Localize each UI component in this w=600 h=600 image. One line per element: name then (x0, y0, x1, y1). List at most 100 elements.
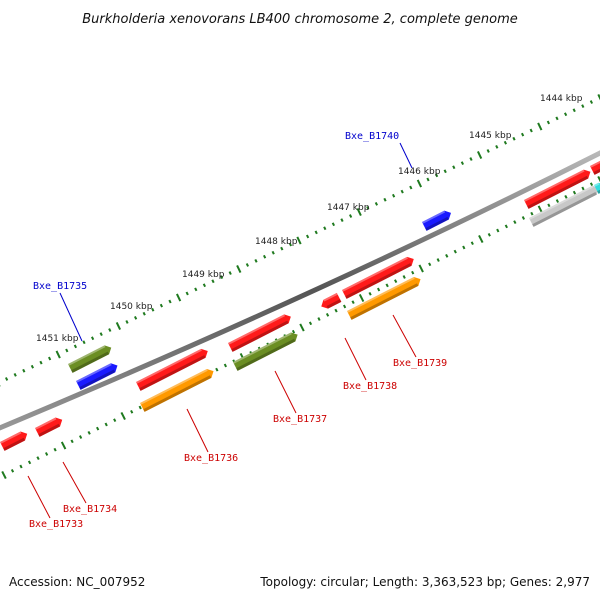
gene-feature-olive[interactable] (232, 330, 300, 371)
ruler-minor-tick (168, 299, 172, 304)
ruler-minor-tick (262, 254, 267, 259)
gene-feature-orange-shade (143, 375, 212, 412)
ruler-minor-tick (125, 320, 129, 324)
ruler-minor-tick (402, 275, 406, 279)
gene-feature-red[interactable] (228, 312, 293, 352)
gene-feature-olive-shade (236, 338, 296, 371)
ruler-labels: 1444 kbp 1445 kbp 1446 kbp 1447 kbp 1448… (36, 94, 583, 344)
gene-label-bxe-b1733[interactable]: Bxe_B1733 (29, 519, 83, 530)
genome-summary-text: Topology: circular; Length: 3,363,523 bp… (259, 575, 590, 589)
gene-feature-red[interactable] (319, 292, 342, 311)
ruler-minor-tick (317, 317, 321, 321)
ruler-minor-tick (486, 149, 490, 153)
gene-label-bxe-b1735[interactable]: Bxe_B1735 (33, 281, 87, 292)
ruler-major-tick (236, 264, 242, 274)
callout-line (59, 292, 83, 342)
ruler-minor-tick (555, 116, 559, 121)
gene-feature-red-highlight (0, 431, 22, 444)
callout-line (186, 408, 209, 453)
ruler-minor-tick (453, 249, 457, 254)
ruler-minor-tick (202, 283, 207, 288)
ruler-minor-tick (108, 328, 112, 332)
ruler-minor-tick (503, 140, 508, 145)
ruler-minor-tick (82, 340, 86, 345)
ruler-major-tick (55, 350, 61, 359)
ruler-minor-tick (504, 224, 508, 229)
ruler-minor-tick (36, 456, 40, 461)
ruler-minor-tick (426, 177, 430, 182)
ruler-minor-tick (133, 315, 138, 320)
gene-feature-gray-highlight (529, 185, 594, 220)
ruler-minor-tick (563, 112, 568, 117)
gene-feature-blue[interactable] (76, 361, 120, 390)
ruler-minor-tick (65, 348, 69, 353)
ruler-minor-tick (385, 283, 389, 288)
ruler-minor-tick (211, 279, 215, 284)
ruler-minor-tick (581, 186, 585, 191)
ruler-minor-tick (581, 104, 585, 109)
ruler-minor-tick (394, 279, 398, 284)
ruler-minor-tick (334, 308, 338, 313)
gene-feature-orange-shade (350, 283, 419, 320)
ruler-minor-tick (376, 287, 381, 292)
gene-feature-orange[interactable] (140, 367, 216, 412)
ruler-minor-tick (546, 120, 551, 125)
ruler-label: 1447 kbp (327, 203, 370, 213)
gene-label-bxe-b1739[interactable]: Bxe_B1739 (393, 358, 447, 369)
ruler-minor-tick (291, 329, 296, 334)
callout-lines (27, 142, 417, 519)
gene-feature-orange[interactable] (347, 275, 423, 320)
gene-feature-red[interactable] (524, 167, 593, 209)
ruler-minor-tick (194, 287, 198, 292)
gene-label-bxe-b1738[interactable]: Bxe_B1738 (343, 381, 397, 392)
ruler-minor-tick (138, 405, 142, 410)
gene-feature-red[interactable] (0, 429, 29, 451)
gene-feature-olive[interactable] (68, 343, 114, 373)
gene-label-bxe-b1736[interactable]: Bxe_B1736 (184, 453, 238, 464)
ruler-label: 1444 kbp (540, 94, 583, 104)
ruler-minor-tick (452, 165, 456, 170)
gene-feature-red-shade (139, 355, 206, 391)
gene-label-bxe-b1734[interactable]: Bxe_B1734 (63, 504, 117, 515)
gene-feature-olive-body (68, 345, 112, 373)
gene-feature-blue-shade (79, 369, 116, 390)
gene-feature-red-body (590, 159, 600, 175)
ruler-minor-tick (254, 258, 258, 263)
ruler-label: 1445 kbp (469, 131, 512, 141)
gene-feature-gray[interactable] (529, 183, 600, 227)
ruler-minor-tick (13, 372, 17, 377)
gene-features (0, 157, 600, 451)
ruler-minor-tick (104, 422, 108, 427)
gene-label-bxe-b1737[interactable]: Bxe_B1737 (273, 414, 327, 425)
ruler-minor-tick (572, 108, 576, 113)
gene-feature-red-shade (3, 437, 26, 451)
ruler-minor-tick (228, 271, 232, 275)
ruler-minor-tick (342, 304, 347, 309)
ruler-minor-tick (308, 321, 313, 326)
gene-feature-red-highlight (524, 169, 585, 202)
ruler-minor-tick (428, 262, 432, 267)
ruler-minor-tick (391, 193, 396, 198)
ruler-major-tick (416, 179, 423, 188)
ruler-minor-tick (70, 439, 74, 444)
ruler-minor-tick (44, 452, 49, 456)
gene-feature-blue[interactable] (422, 208, 453, 231)
ruler-minor-tick (314, 230, 318, 235)
ruler-minor-tick (142, 311, 146, 316)
gene-feature-blue-shade (425, 216, 449, 231)
ruler-minor-tick (22, 368, 26, 373)
gene-label-bxe-b1740[interactable]: Bxe_B1740 (345, 131, 399, 142)
gene-feature-red-shade (231, 320, 289, 352)
ruler-minor-tick (19, 464, 23, 469)
gene-feature-red[interactable] (590, 157, 600, 175)
gene-feature-red[interactable] (342, 255, 416, 299)
ruler-minor-tick (409, 185, 413, 190)
ruler-minor-tick (4, 377, 9, 381)
callout-line (62, 461, 87, 504)
gene-feature-red[interactable] (35, 415, 64, 437)
gene-feature-red[interactable] (136, 347, 210, 391)
gene-feature-red-body (228, 314, 291, 352)
ruler-minor-tick (529, 128, 533, 133)
ruler-minor-tick (30, 364, 35, 369)
